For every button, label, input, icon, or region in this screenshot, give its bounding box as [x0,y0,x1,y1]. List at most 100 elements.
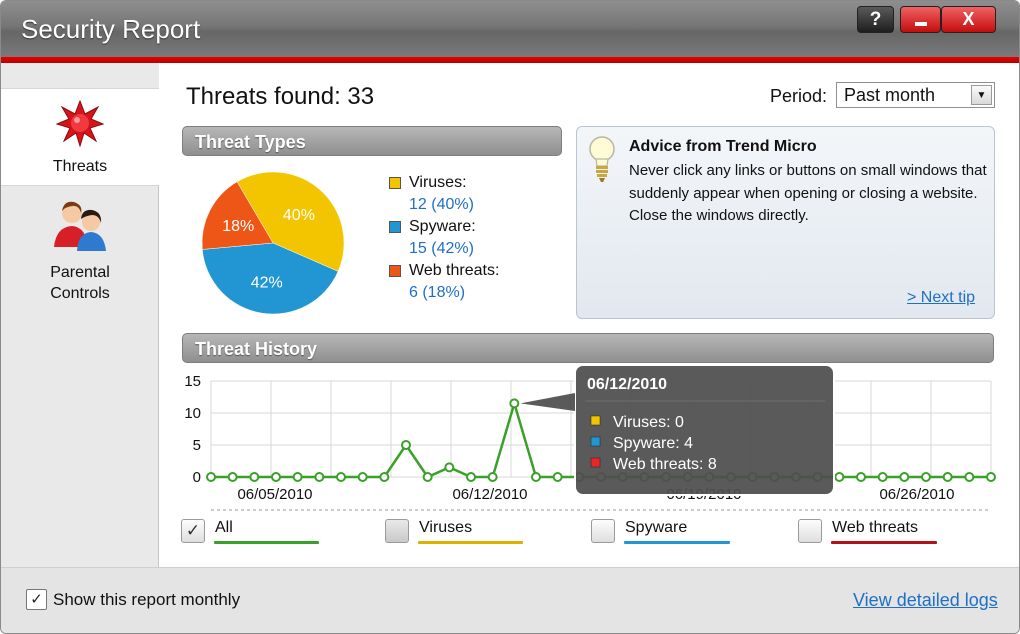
legend-label: Viruses: [409,174,467,191]
filter-label: Web threats [832,519,918,536]
pie-slice-label: 40% [283,207,315,224]
legend-swatch [389,177,401,189]
main-panel: Threats found: 33 Period: Past month ▼ T… [159,63,1019,567]
data-point[interactable] [292,472,303,482]
close-button[interactable]: X [941,6,996,33]
history-filters: ✓ All Viruses Spyware Web threats [159,515,1019,555]
bottom-bar: ✓ Show this report monthly View detailed… [1,567,1019,633]
threats-found-summary: Threats found: 33 [186,83,375,110]
filter-label: All [215,519,233,536]
data-point[interactable] [834,472,845,482]
data-point[interactable] [552,472,563,482]
data-point[interactable] [357,472,368,482]
minimize-button[interactable] [900,6,941,33]
tooltip-date: 06/12/2010 [587,376,667,393]
data-point[interactable] [921,472,931,482]
data-point[interactable] [531,472,541,482]
period-selected-value: Past month [844,85,936,105]
pie-slice-spyware [202,242,339,315]
checkbox[interactable] [385,519,409,543]
data-point[interactable] [206,472,216,482]
filter-underline [214,541,319,544]
period-dropdown[interactable]: Past month ▼ [836,82,995,108]
filter-viruses[interactable]: Viruses [385,515,545,553]
checkbox[interactable] [591,519,615,543]
filter-label: Viruses [419,519,473,536]
sidebar-item-parental-controls[interactable]: Parental Controls [1,195,159,305]
pie-slice-label: 42% [251,275,283,292]
data-point[interactable] [227,472,238,482]
data-point[interactable] [422,472,433,482]
tooltip-line: Spyware: 4 [613,435,693,452]
legend-value: 12 (40%) [409,196,474,213]
data-point[interactable] [379,472,390,482]
data-point[interactable] [401,440,411,450]
data-point[interactable] [899,472,910,482]
legend-swatch [389,265,401,277]
data-point[interactable] [336,472,346,482]
parental-controls-icon [54,201,106,251]
x-tick-label: 06/05/2010 [237,486,312,503]
advice-panel: Advice from Trend Micro Never click any … [576,126,995,319]
x-tick-label: 06/12/2010 [452,486,527,503]
help-button[interactable]: ? [857,6,894,33]
filter-label: Spyware [625,519,688,536]
tooltip-line: Viruses: 0 [613,414,684,431]
sidebar-item-label: Parental [50,264,110,281]
data-point[interactable] [509,398,520,409]
y-tick-label: 0 [193,469,201,486]
data-point[interactable] [986,472,996,482]
show-monthly-checkbox[interactable]: ✓ [26,589,47,610]
data-point[interactable] [856,472,866,482]
data-point[interactable] [271,472,281,482]
threat-history-line-chart: 05101506/05/201006/12/201006/19/201006/2… [184,364,996,511]
history-tooltip: 06/12/2010 Viruses: 0 Spyware: 4 Web threat… [520,364,835,496]
pie-slice-viruses [236,171,345,272]
view-detailed-logs-link[interactable]: View detailed logs [853,590,998,610]
data-point[interactable] [249,472,260,482]
pie-slice-web-threats [201,181,274,250]
data-point[interactable] [487,472,498,482]
window-title: Security Report [21,14,201,44]
show-monthly-label: Show this report monthly [53,590,241,609]
sidebar: Threats Parental Controls [1,63,159,567]
minimize-icon [914,21,927,26]
x-tick-label: 06/26/2010 [879,486,954,503]
data-point[interactable] [466,472,476,482]
tooltip-box [574,364,835,496]
next-tip-link[interactable]: > Next tip [907,289,976,306]
tooltip-swatch [590,457,601,468]
threat-history-header: Threat History [182,333,994,363]
title-bar: Security Report ? X [1,1,1019,57]
filter-underline [624,541,730,544]
data-point[interactable] [314,472,325,482]
data-point[interactable] [877,472,888,482]
tooltip-line: Web threats: 8 [613,456,717,473]
y-tick-label: 10 [184,405,201,422]
legend-value: 6 (18%) [409,284,466,301]
period-label: Period: [770,86,828,106]
legend-value: 15 (42%) [409,240,474,257]
checkbox[interactable] [798,519,822,543]
filter-spyware[interactable]: Spyware [591,515,751,553]
legend-swatch [389,221,401,233]
advice-body: Never click any links or buttons on smal… [629,162,987,224]
y-tick-label: 5 [193,437,201,454]
data-point[interactable] [964,472,975,482]
sidebar-item-threats[interactable]: Threats [1,88,159,186]
filter-underline [831,541,937,544]
chevron-down-icon[interactable]: ▼ [971,85,992,105]
data-point[interactable] [942,472,953,482]
title-accent-line [1,57,1019,63]
threat-types-header: Threat Types [182,126,562,156]
tooltip-pointer [520,393,575,411]
data-point[interactable] [444,462,455,473]
threat-types-pie-chart: 40% 42% 18% [201,171,345,315]
filter-all[interactable]: ✓ All [181,515,341,553]
pie-slice-label: 18% [222,218,254,235]
checkbox[interactable]: ✓ [181,519,205,543]
legend-label: Web threats: [409,262,500,279]
filter-underline [418,541,523,544]
filter-web-threats[interactable]: Web threats [798,515,958,553]
threat-burst-icon [55,99,105,148]
